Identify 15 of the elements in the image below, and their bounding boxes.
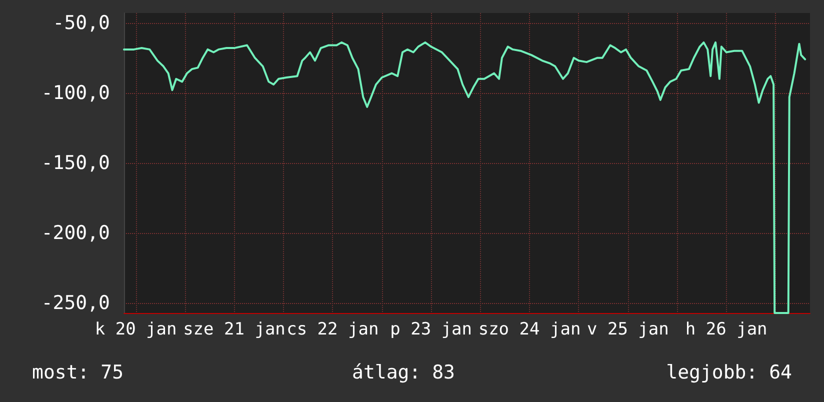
x-tick-label: k 20 jan [94,320,177,340]
text: most: 75 [32,362,124,384]
y-tick-label: -250,0 [41,292,110,314]
text: legjobb: 64 [666,362,792,384]
text: átlag: 83 [352,362,455,384]
x-tick-label: cs 22 jan [286,320,379,340]
x-tick-label: sze 21 jan [183,320,286,340]
y-tick-label: -200,0 [41,222,110,244]
x-tick-label: p 23 jan [390,320,472,340]
x-tick-label: v 25 jan [586,320,669,340]
x-tick-label: h 26 jan [685,320,768,340]
y-tick-label: -100,0 [41,82,110,104]
y-tick-label: -50,0 [52,12,110,34]
y-tick-label: -150,0 [41,152,110,174]
x-tick-label: szo 24 jan [478,320,581,340]
